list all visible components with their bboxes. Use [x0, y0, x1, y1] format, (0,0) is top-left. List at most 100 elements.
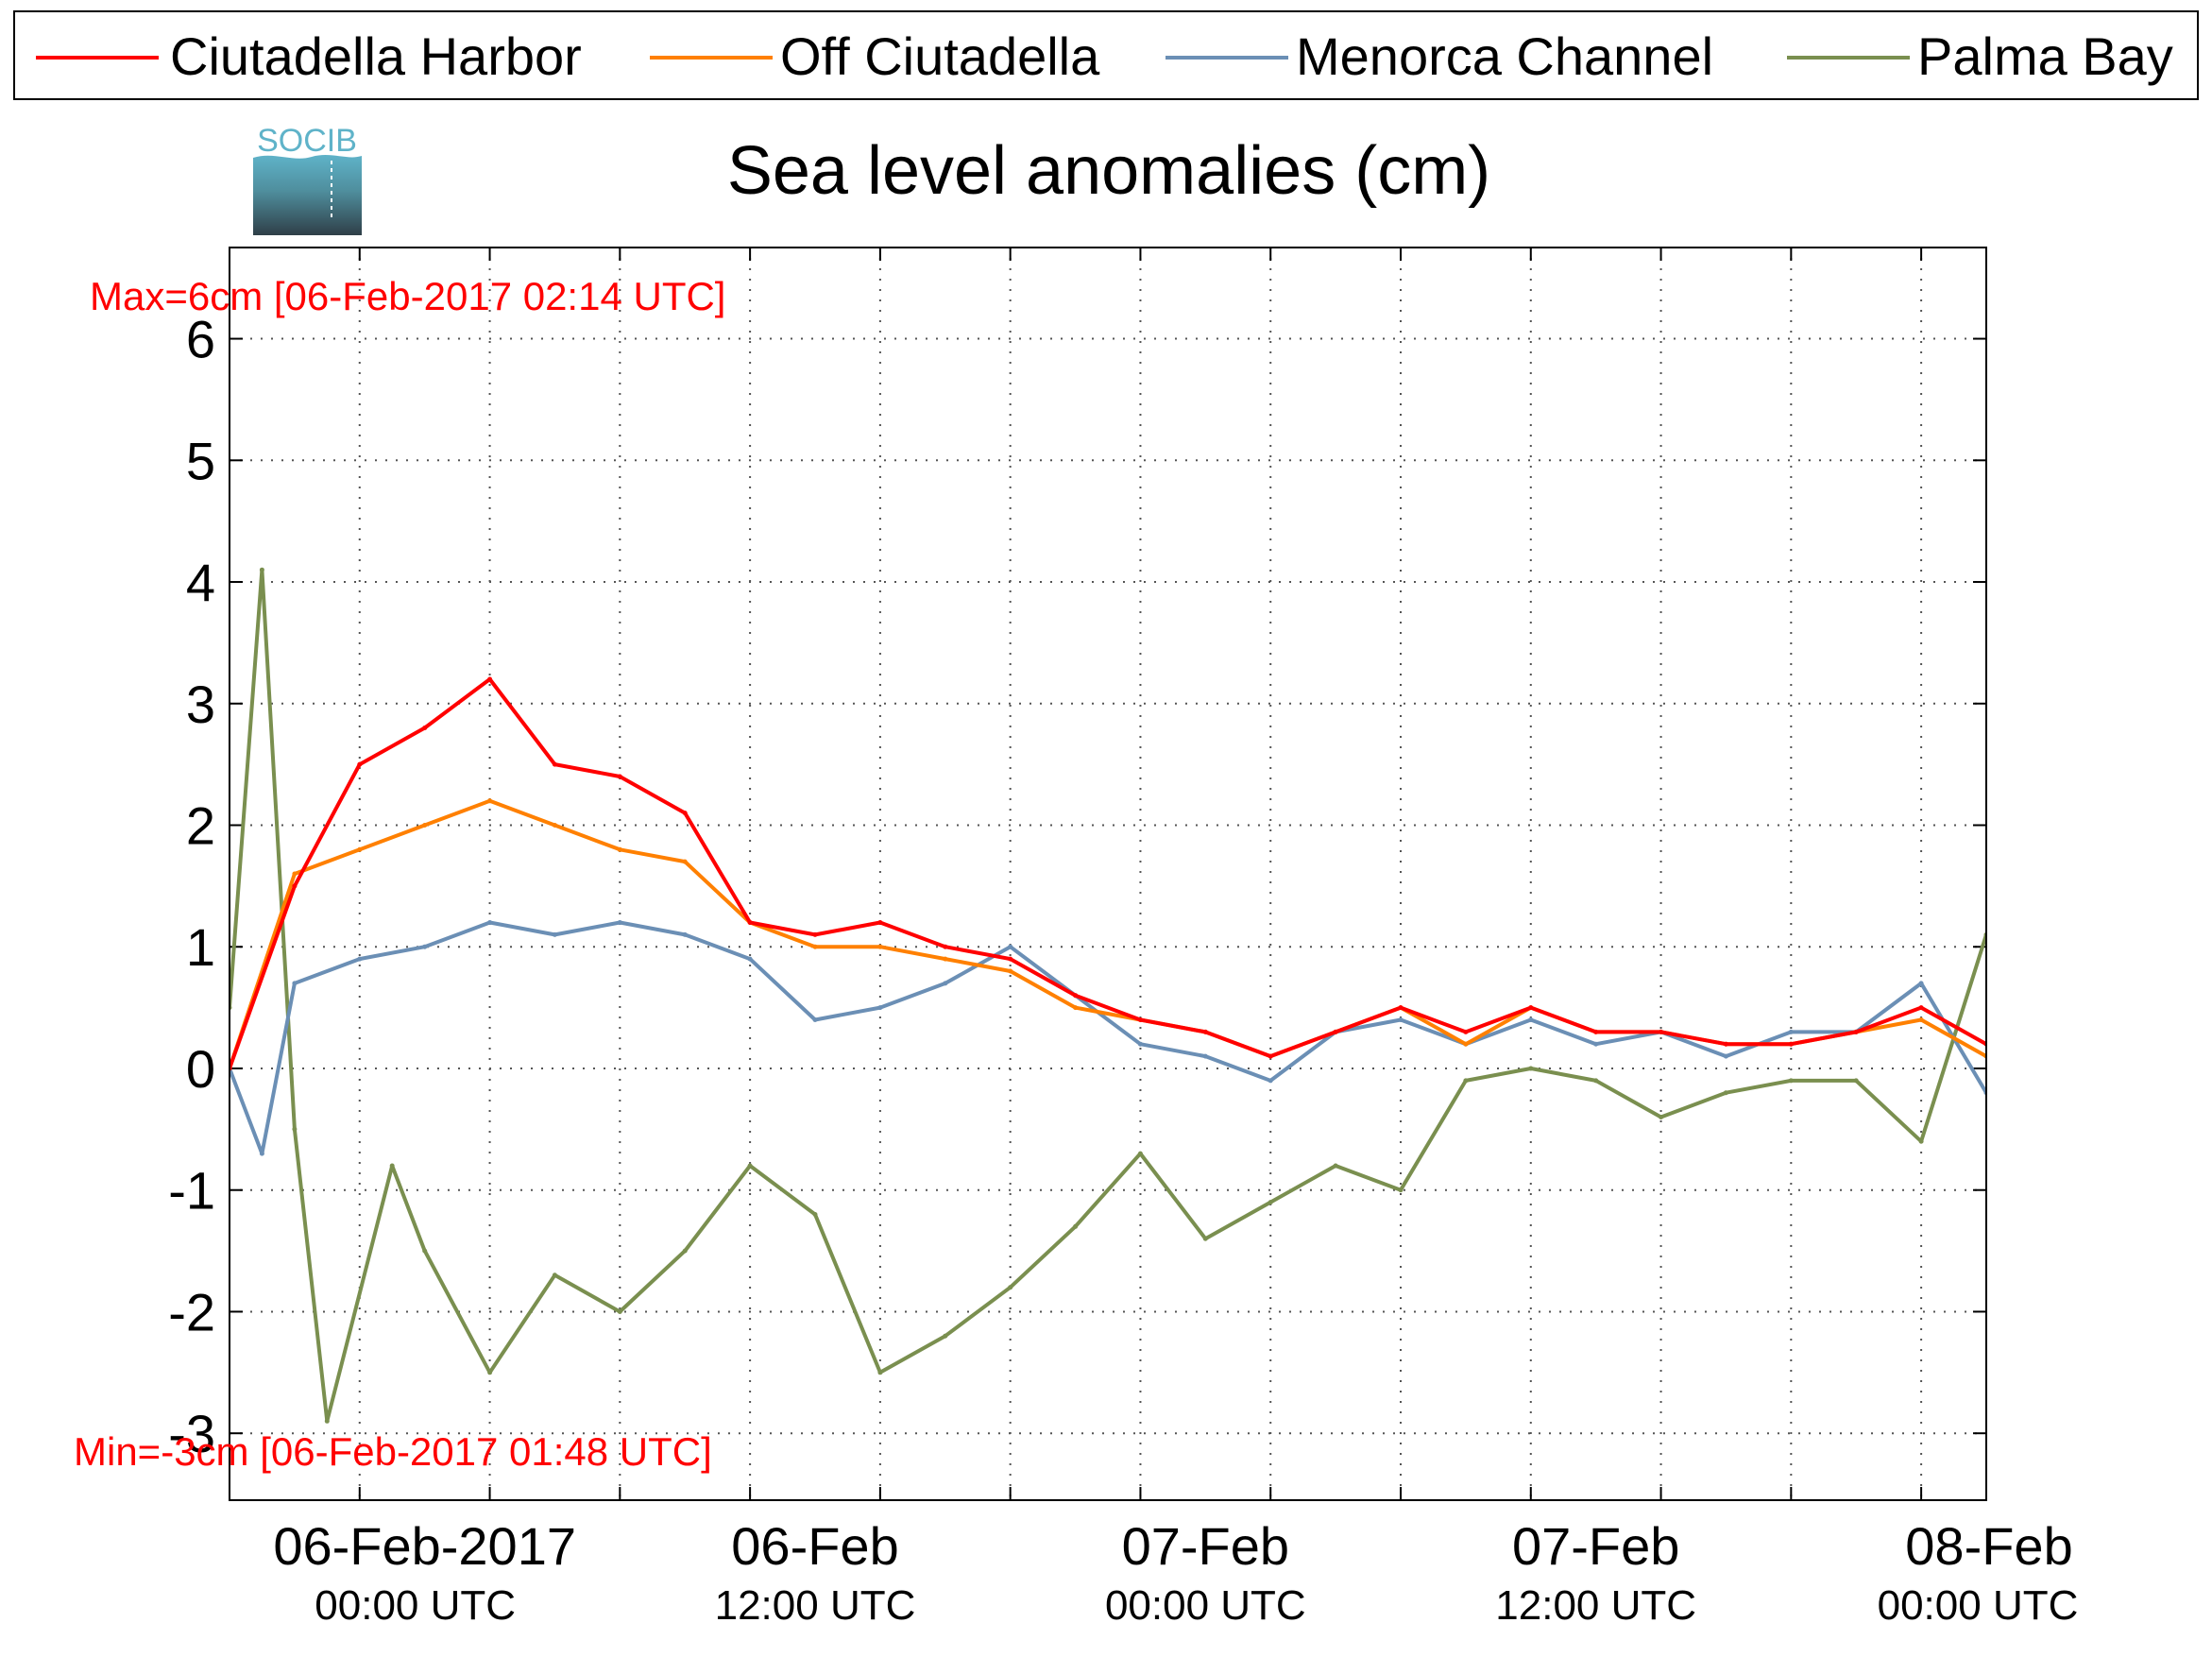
- data-point: [1202, 1236, 1208, 1241]
- socib-logo: SOCIB: [253, 123, 362, 235]
- data-point: [812, 944, 818, 949]
- data-point: [1333, 1163, 1338, 1169]
- legend-label-menorca-channel: Menorca Channel: [1296, 26, 1713, 86]
- data-point: [1593, 1078, 1599, 1084]
- data-point: [747, 1163, 753, 1169]
- data-point: [1528, 1017, 1534, 1022]
- data-point: [1202, 1053, 1208, 1059]
- x-tick-label: 06-Feb-2017: [273, 1516, 576, 1576]
- data-point: [389, 1163, 395, 1169]
- data-point: [259, 567, 264, 572]
- x-tick-sublabel: 00:00 UTC: [315, 1582, 516, 1629]
- data-point: [1268, 1200, 1273, 1205]
- data-point: [422, 823, 428, 828]
- data-point: [1918, 981, 1924, 986]
- data-point: [1463, 1029, 1469, 1034]
- data-point: [943, 1333, 948, 1339]
- data-point: [617, 920, 622, 925]
- data-point: [552, 1273, 557, 1278]
- legend-label-off-ciutadella: Off Ciutadella: [780, 26, 1100, 86]
- min-annotation: Min=-3cm [06-Feb-2017 01:48 UTC]: [74, 1429, 712, 1474]
- data-point: [812, 931, 818, 937]
- data-point: [1659, 1115, 1664, 1119]
- logo-text: SOCIB: [257, 123, 357, 159]
- data-point: [1723, 1041, 1728, 1047]
- data-point: [1073, 993, 1079, 999]
- data-point: [617, 846, 622, 852]
- data-point: [1398, 1017, 1404, 1022]
- data-point: [292, 871, 298, 877]
- y-tick-label: 5: [186, 431, 215, 490]
- data-point: [943, 956, 948, 962]
- data-point: [1137, 1151, 1143, 1156]
- data-point: [747, 956, 753, 962]
- data-point: [552, 761, 557, 767]
- data-point: [1008, 1285, 1013, 1290]
- data-point: [943, 944, 948, 949]
- data-point: [487, 676, 493, 682]
- series-line-palma-bay: [230, 568, 1986, 1424]
- logo-wave-block: [253, 155, 362, 235]
- data-point: [1073, 1005, 1079, 1011]
- x-tick-label: 08-Feb: [1905, 1516, 2072, 1576]
- data-point: [259, 1151, 264, 1156]
- data-point: [357, 956, 363, 962]
- data-point: [292, 981, 298, 986]
- data-point: [812, 1017, 818, 1022]
- data-point: [682, 1248, 688, 1254]
- data-point: [747, 920, 753, 925]
- x-tick-label: 06-Feb: [731, 1516, 898, 1576]
- data-point: [877, 1005, 883, 1011]
- y-tick-label: 3: [186, 675, 215, 734]
- y-tick-label: -1: [168, 1161, 215, 1221]
- data-point: [487, 920, 493, 925]
- data-point: [552, 823, 557, 828]
- legend-label-palma-bay: Palma Bay: [1917, 26, 2173, 86]
- y-tick-label: -2: [168, 1282, 215, 1341]
- data-point: [1593, 1029, 1599, 1034]
- plot-frame: [229, 247, 1987, 1501]
- y-tick-label: 0: [186, 1039, 215, 1099]
- data-point: [1659, 1029, 1664, 1034]
- data-point: [1008, 956, 1013, 962]
- data-point: [877, 1370, 883, 1375]
- data-point: [1202, 1029, 1208, 1034]
- x-tick-sublabel: 12:00 UTC: [1495, 1582, 1696, 1629]
- data-point: [1398, 1187, 1404, 1193]
- data-point: [1008, 968, 1013, 974]
- x-tick-label: 07-Feb: [1512, 1516, 1679, 1576]
- x-tick-label: 07-Feb: [1122, 1516, 1289, 1576]
- y-axis: -3 -2 -1 0 1 2 3 4 5 6: [168, 310, 1986, 1463]
- data-point: [1137, 1041, 1143, 1047]
- data-point: [1463, 1041, 1469, 1047]
- data-point: [1463, 1078, 1469, 1084]
- data-point: [422, 1248, 428, 1254]
- data-point: [422, 726, 428, 730]
- data-point: [357, 846, 363, 852]
- data-point: [1593, 1041, 1599, 1047]
- y-tick-label: 1: [186, 917, 215, 977]
- data-point: [1788, 1078, 1794, 1084]
- data-point: [1008, 944, 1013, 949]
- data-point: [487, 1370, 493, 1375]
- data-point: [877, 920, 883, 925]
- data-point: [1788, 1041, 1794, 1047]
- data-point: [487, 798, 493, 804]
- data-point: [292, 883, 298, 889]
- grid: [230, 248, 1986, 1500]
- data-point: [1853, 1078, 1859, 1084]
- series-line-ciutadella-harbor: [230, 677, 1986, 1069]
- max-annotation: Max=6cm [06-Feb-2017 02:14 UTC]: [90, 274, 725, 318]
- chart-title: Sea level anomalies (cm): [727, 133, 1490, 209]
- y-tick-label: 2: [186, 796, 215, 856]
- data-point: [1528, 1066, 1534, 1071]
- series-layer: [230, 567, 1986, 1424]
- x-tick-sublabel: 00:00 UTC: [1878, 1582, 2079, 1629]
- data-point: [1137, 1017, 1143, 1022]
- data-point: [1528, 1005, 1534, 1011]
- data-point: [617, 1309, 622, 1314]
- data-point: [552, 931, 557, 937]
- data-point: [1723, 1090, 1728, 1096]
- data-point: [1918, 1138, 1924, 1144]
